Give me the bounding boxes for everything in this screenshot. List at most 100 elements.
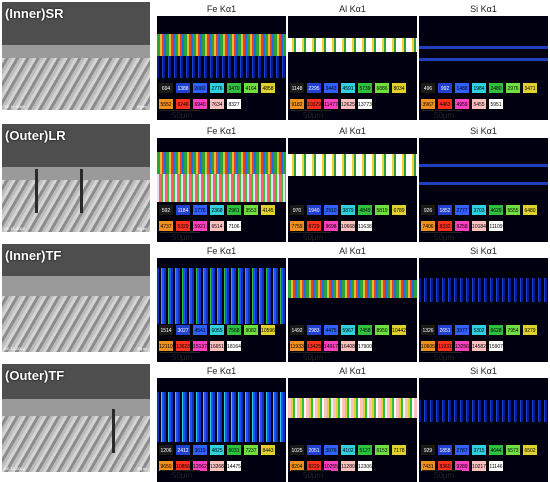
al-title: Al Kα1 [339, 126, 366, 136]
palette-swatch: 496 [420, 82, 436, 94]
figure-row-inner-sr: (Inner)SR SE 15.00kV 50μm 694 1388 2082 277… [0, 0, 550, 120]
sample-label: (Inner)SR [5, 6, 64, 21]
palette-swatch: 2787 [454, 444, 470, 456]
si-map-outer-tf: 929 1858 2787 3715 4644 5573 6502 7431 8360 9289 1… [419, 378, 548, 482]
sem-top [2, 244, 150, 277]
palette-swatch: 9650 [158, 460, 174, 472]
palette-swatch: 12625 [340, 98, 356, 110]
palette-swatch: 11933 [289, 340, 305, 352]
palette-swatch: 9082 [243, 324, 259, 336]
sample-label: (Outer)TF [5, 368, 65, 383]
fe-layer [157, 34, 286, 56]
palette-swatch: 12110 [158, 340, 174, 352]
palette-swatch: 6055 [209, 324, 225, 336]
al-layer [288, 398, 417, 418]
fe-map-outer-lr: 592 1184 1776 2368 2961 3553 4145 4737 5329 5921 6… [157, 138, 286, 242]
palette-swatch: 14582 [471, 340, 487, 352]
palette-swatch: 929 [420, 444, 436, 456]
palette-swatch: 2777 [454, 204, 470, 216]
palette-swatch: 4463 [437, 98, 453, 110]
sem-top [2, 124, 150, 168]
fe-title: Fe Kα1 [206, 126, 237, 136]
palette-swatch: 10217 [471, 460, 487, 472]
palette-swatch: 6940 [192, 98, 208, 110]
fe-map-inner-sr: 694 1388 2082 2776 3470 4164 4858 5552 6246 6940 7… [157, 16, 286, 120]
fe-palette: 1206 2412 3619 4825 6031 7237 8443 9650 10856 120… [157, 443, 286, 475]
palette-swatch: 6480 [522, 204, 538, 216]
palette-swatch: 11280 [340, 460, 356, 472]
palette-swatch: 11931 [437, 340, 453, 352]
sem-scale: 50μm [136, 346, 147, 351]
fe-substrate [157, 392, 286, 442]
palette-swatch: 1488 [454, 82, 470, 94]
al-layer [288, 38, 417, 52]
palette-swatch: 15907 [488, 340, 504, 352]
palette-swatch: 1852 [437, 204, 453, 216]
sem-coating [2, 276, 150, 296]
al-layer [288, 280, 417, 298]
palette-swatch: 10856 [175, 460, 191, 472]
al-map-outer-lr: 970 1940 2910 3879 4849 5819 6789 7759 8729 9698 1… [288, 138, 417, 242]
si-palette: 1326 2651 3977 5302 6628 7954 9279 10605 11931 13… [419, 323, 548, 355]
palette-swatch: 5967 [340, 324, 356, 336]
si-palette: 929 1858 2787 3715 4644 5573 6502 7431 8360 9289 1… [419, 443, 548, 475]
palette-swatch: 694 [158, 82, 174, 94]
palette-swatch: 2480 [488, 82, 504, 94]
crack [112, 409, 115, 453]
palette-swatch: 10596 [260, 324, 276, 336]
sem-top [2, 2, 150, 46]
palette-swatch: 4591 [340, 82, 356, 94]
palette-swatch: 8204 [289, 460, 305, 472]
sem-footer: SE 15.00kV [4, 346, 26, 351]
fe-palette: 1514 3027 4541 6055 7568 9082 10596 12110 13623 1… [157, 323, 286, 355]
sample-label: (Inner)TF [5, 248, 62, 263]
palette-swatch: 5455 [471, 98, 487, 110]
palette-swatch: 3879 [340, 204, 356, 216]
palette-swatch: 11477 [323, 98, 339, 110]
si-layer-2 [419, 182, 548, 185]
fe-palette: 592 1184 1776 2368 2961 3553 4145 4737 5329 5921 6… [157, 203, 286, 235]
palette-swatch: 12306 [357, 460, 373, 472]
sem-image-outer-tf: (Outer)TF SE 15.00kV 50μm [2, 364, 150, 472]
si-layer [419, 46, 548, 49]
al-title: Al Kα1 [339, 246, 366, 256]
si-palette: 926 1852 2777 3703 4629 5555 6480 7406 8332 9258 1… [419, 203, 548, 235]
palette-swatch: 6031 [226, 444, 242, 456]
sem-scale: 50μm [136, 466, 147, 471]
sem-substrate [2, 180, 150, 232]
palette-swatch: 11638 [357, 220, 373, 232]
palette-swatch: 1776 [192, 204, 208, 216]
palette-swatch: 14475 [226, 460, 242, 472]
palette-swatch: 7634 [209, 98, 225, 110]
palette-swatch: 3967 [420, 98, 436, 110]
al-palette: 1025 2051 3076 4102 5127 6153 7178 8204 9229 1025… [288, 443, 417, 475]
fe-title: Fe Kα1 [206, 246, 237, 256]
al-palette: 970 1940 2910 3879 4849 5819 6789 7759 8729 9698 1… [288, 203, 417, 235]
palette-swatch: 5329 [175, 220, 191, 232]
si-layer-2 [419, 58, 548, 61]
figure-row-outer-lr: (Outer)LR SE 15.00kV 50μm 592 1184 1776 236… [0, 122, 550, 242]
palette-swatch: 8332 [437, 220, 453, 232]
palette-swatch: 9279 [522, 324, 538, 336]
palette-swatch: 2910 [323, 204, 339, 216]
al-title: Al Kα1 [339, 4, 366, 14]
palette-swatch: 4737 [158, 220, 174, 232]
palette-swatch: 3619 [192, 444, 208, 456]
si-title: Si Kα1 [470, 366, 497, 376]
si-title: Si Kα1 [470, 126, 497, 136]
palette-swatch: 2776 [209, 82, 225, 94]
palette-swatch: 16408 [340, 340, 356, 352]
palette-swatch: 1940 [306, 204, 322, 216]
palette-swatch: 7954 [505, 324, 521, 336]
palette-swatch: 3977 [454, 324, 470, 336]
palette-swatch: 6502 [522, 444, 538, 456]
palette-swatch: 10184 [471, 220, 487, 232]
fe-map-inner-tf: 1514 3027 4541 6055 7568 9082 10596 12110 13623 1… [157, 258, 286, 362]
palette-swatch: 13623 [175, 340, 191, 352]
palette-swatch: 5819 [374, 204, 390, 216]
palette-swatch: 5127 [357, 444, 373, 456]
palette-swatch: 18164 [226, 340, 242, 352]
palette-swatch: 5573 [505, 444, 521, 456]
palette-swatch: 3553 [243, 204, 259, 216]
sem-image-inner-sr: (Inner)SR SE 15.00kV 50μm [2, 2, 150, 110]
